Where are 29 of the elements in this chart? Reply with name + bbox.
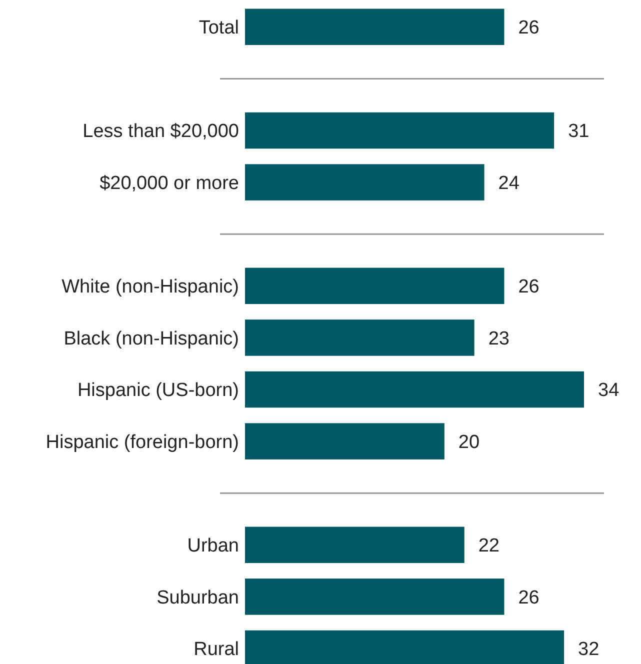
- data-label: 26: [518, 587, 540, 608]
- data-label: 32: [578, 639, 600, 660]
- data-label: 26: [518, 276, 540, 298]
- y-tick-label: Hispanic (foreign-born): [46, 432, 239, 453]
- y-tick-label: $20,000 or more: [100, 172, 239, 194]
- bar: [245, 578, 504, 615]
- bar: [245, 423, 444, 460]
- data-label: 22: [478, 536, 500, 557]
- y-tick-label: Hispanic (US-born): [77, 380, 239, 402]
- y-tick-label: Urban: [187, 536, 239, 557]
- bar: [245, 8, 504, 46]
- y-tick-label: Less than $20,000: [82, 121, 239, 142]
- bar: [245, 112, 554, 149]
- y-tick-label: Suburban: [156, 587, 239, 608]
- data-label: 31: [568, 121, 590, 142]
- bar: [245, 371, 584, 408]
- bar: [245, 164, 484, 200]
- data-label: 26: [518, 18, 540, 39]
- y-tick-label: Rural: [194, 639, 239, 660]
- y-tick-label: White (non-Hispanic): [62, 276, 239, 298]
- data-label: 24: [498, 172, 520, 194]
- bar: [245, 320, 474, 356]
- data-label: 34: [598, 380, 620, 402]
- bar: [245, 526, 464, 564]
- data-label: 23: [488, 328, 510, 350]
- data-label: 20: [458, 432, 480, 453]
- bar: [245, 268, 504, 304]
- y-tick-label: Black (non-Hispanic): [64, 328, 239, 350]
- y-tick-label: Total: [198, 18, 239, 39]
